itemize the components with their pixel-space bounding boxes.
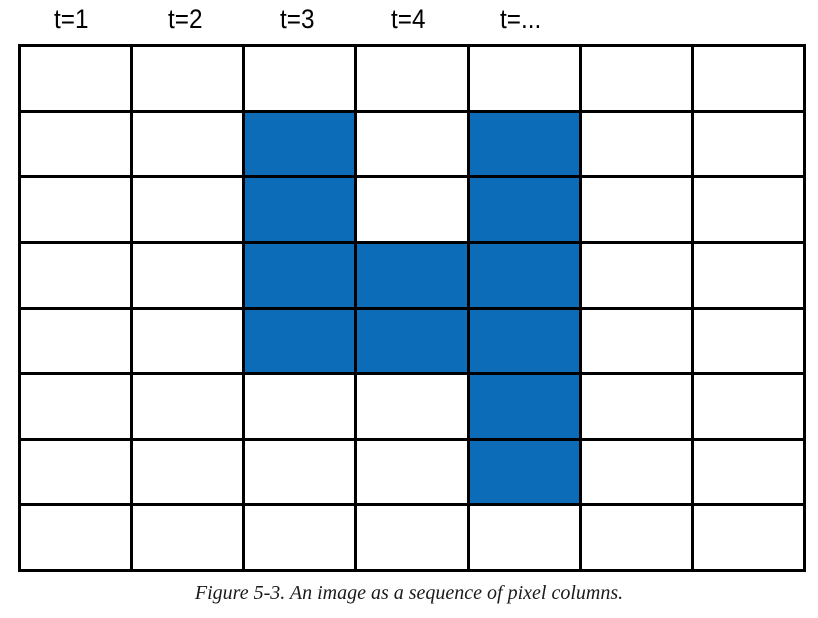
column-labels: t=1 t=2 t=3 t=4 t=... [18,0,806,44]
pixel-cell-empty [581,243,694,310]
pixel-cell-empty [581,178,694,244]
pixel-cell-filled [357,243,470,310]
pixel-cell-empty [693,375,806,441]
pixel-cell-empty [21,440,134,507]
pixel-cell-filled [469,178,582,244]
column-label-t2: t=2 [168,4,203,34]
pixel-grid [18,44,806,572]
pixel-cell-empty [133,506,246,572]
pixel-cell-empty [581,375,694,441]
pixel-cell-empty [21,243,134,310]
pixel-cell-empty [245,506,358,572]
column-label-t3: t=3 [280,4,315,34]
pixel-cell-empty [21,309,134,376]
pixel-cell-empty [21,375,134,441]
pixel-cell-empty [133,243,246,310]
pixel-cell-empty [693,112,806,179]
pixel-cell-empty [357,506,470,572]
pixel-cell-empty [133,375,246,441]
pixel-cell-empty [133,112,246,179]
pixel-cell-empty [245,375,358,441]
pixel-cell-empty [21,47,134,113]
column-label-t4: t=4 [391,4,426,34]
pixel-cell-empty [469,506,582,572]
pixel-cell-empty [21,112,134,179]
pixel-cell-filled [469,375,582,441]
pixel-cell-filled [245,243,358,310]
pixel-cell-filled [469,112,582,179]
pixel-cell-empty [21,178,134,244]
pixel-cell-empty [581,440,694,507]
pixel-cell-empty [469,47,582,113]
pixel-cell-empty [245,440,358,507]
pixel-cell-empty [357,375,470,441]
pixel-cell-empty [357,440,470,507]
pixel-cell-filled [357,309,470,376]
column-label-t-ellipsis: t=... [500,4,542,34]
pixel-cell-filled [245,309,358,376]
pixel-cell-empty [133,178,246,244]
pixel-cell-empty [357,112,470,179]
pixel-cell-empty [581,309,694,376]
pixel-cell-empty [693,440,806,507]
pixel-cell-empty [133,440,246,507]
pixel-cell-empty [21,506,134,572]
pixel-cell-empty [133,309,246,376]
pixel-cell-filled [469,309,582,376]
pixel-cell-empty [693,243,806,310]
pixel-cell-empty [581,47,694,113]
pixel-cell-filled [245,112,358,179]
pixel-cell-filled [469,440,582,507]
pixel-cell-empty [693,47,806,113]
pixel-cell-filled [469,243,582,310]
pixel-cell-empty [693,309,806,376]
pixel-cell-empty [693,506,806,572]
pixel-cell-filled [245,178,358,244]
pixel-cell-empty [133,47,246,113]
pixel-cell-empty [581,506,694,572]
pixel-cell-empty [581,112,694,179]
pixel-cell-empty [693,178,806,244]
pixel-cell-empty [357,178,470,244]
figure-caption: Figure 5-3. An image as a sequence of pi… [194,582,624,604]
pixel-cell-empty [357,47,470,113]
pixel-cell-empty [245,47,358,113]
column-label-t1: t=1 [54,4,89,34]
